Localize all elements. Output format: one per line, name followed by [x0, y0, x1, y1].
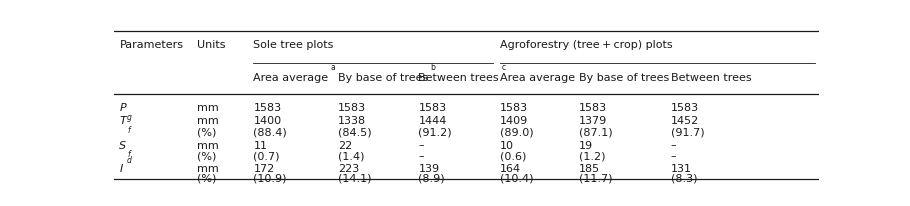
Text: 1452: 1452 [671, 116, 699, 126]
Text: mm: mm [197, 116, 218, 126]
Text: (1.4): (1.4) [338, 151, 365, 161]
Text: (84.5): (84.5) [338, 128, 371, 138]
Text: Between trees: Between trees [419, 73, 499, 83]
Text: I: I [119, 164, 123, 174]
Text: 164: 164 [501, 164, 521, 174]
Text: (8.9): (8.9) [419, 174, 445, 184]
Text: –: – [419, 151, 424, 161]
Text: 11: 11 [253, 140, 268, 151]
Text: (1.2): (1.2) [580, 151, 606, 161]
Text: 1444: 1444 [419, 116, 447, 126]
Text: 1400: 1400 [253, 116, 281, 126]
Text: (8.3): (8.3) [671, 174, 697, 184]
Text: (10.9): (10.9) [253, 174, 287, 184]
Text: 22: 22 [338, 140, 352, 151]
Text: f: f [127, 126, 130, 135]
Text: (%): (%) [197, 151, 217, 161]
Text: Agroforestry (tree + crop) plots: Agroforestry (tree + crop) plots [501, 40, 672, 50]
Text: (87.1): (87.1) [580, 128, 612, 138]
Text: 139: 139 [419, 164, 440, 174]
Text: (91.2): (91.2) [419, 128, 452, 138]
Text: S: S [119, 140, 126, 151]
Text: T: T [119, 116, 126, 126]
Text: mm: mm [197, 140, 218, 151]
Text: 1338: 1338 [338, 116, 366, 126]
Text: g: g [127, 113, 132, 122]
Text: b: b [430, 63, 435, 72]
Text: P: P [119, 103, 126, 114]
Text: mm: mm [197, 103, 218, 114]
Text: c: c [501, 63, 505, 72]
Text: 1583: 1583 [253, 103, 281, 114]
Text: 172: 172 [253, 164, 275, 174]
Text: 10: 10 [501, 140, 514, 151]
Text: (0.7): (0.7) [253, 151, 280, 161]
Text: (88.4): (88.4) [253, 128, 288, 138]
Text: Area average: Area average [501, 73, 575, 83]
Text: Between trees: Between trees [671, 73, 752, 83]
Text: By base of trees: By base of trees [338, 73, 429, 83]
Text: Units: Units [197, 40, 226, 50]
Text: d: d [127, 156, 132, 165]
Text: 19: 19 [580, 140, 593, 151]
Text: f: f [127, 150, 130, 159]
Text: (11.7): (11.7) [580, 174, 612, 184]
Text: a: a [330, 63, 336, 72]
Text: 223: 223 [338, 164, 359, 174]
Text: (91.7): (91.7) [671, 128, 704, 138]
Text: Area average: Area average [253, 73, 329, 83]
Text: 1583: 1583 [671, 103, 699, 114]
Text: 1409: 1409 [501, 116, 529, 126]
Text: Sole tree plots: Sole tree plots [253, 40, 334, 50]
Text: (14.1): (14.1) [338, 174, 371, 184]
Text: 1379: 1379 [580, 116, 608, 126]
Text: –: – [671, 140, 676, 151]
Text: (10.4): (10.4) [501, 174, 534, 184]
Text: (%): (%) [197, 174, 217, 184]
Text: 185: 185 [580, 164, 601, 174]
Text: 1583: 1583 [501, 103, 529, 114]
Text: 1583: 1583 [419, 103, 447, 114]
Text: (%): (%) [197, 128, 217, 138]
Text: –: – [419, 140, 424, 151]
Text: –: – [671, 151, 676, 161]
Text: 1583: 1583 [338, 103, 366, 114]
Text: (0.6): (0.6) [501, 151, 527, 161]
Text: mm: mm [197, 164, 218, 174]
Text: 1583: 1583 [580, 103, 607, 114]
Text: 131: 131 [671, 164, 692, 174]
Text: (89.0): (89.0) [501, 128, 534, 138]
Text: Parameters: Parameters [119, 40, 184, 50]
Text: By base of trees: By base of trees [580, 73, 670, 83]
